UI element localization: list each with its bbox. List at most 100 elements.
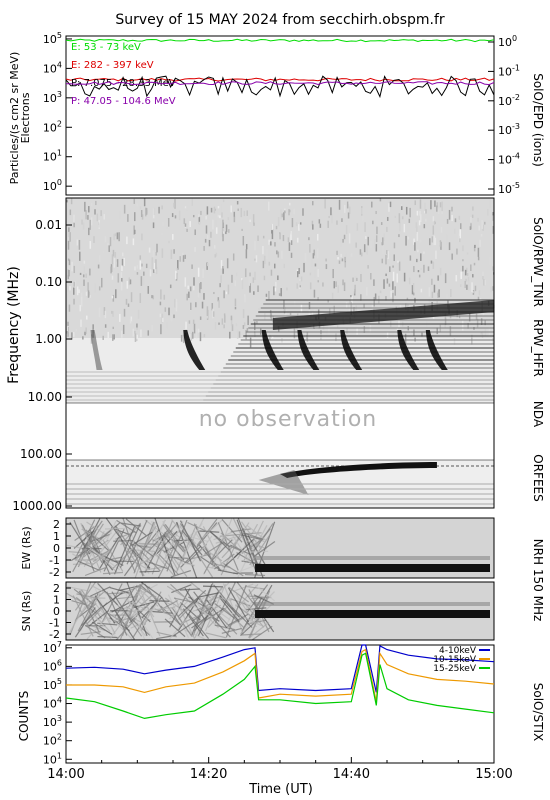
noise-pixel — [394, 286, 396, 296]
noise-pixel — [445, 234, 448, 245]
noise-pixel — [120, 272, 123, 282]
noise-pixel — [416, 231, 419, 241]
noise-pixel — [116, 259, 119, 267]
ew-streak — [98, 536, 120, 571]
noise-pixel — [481, 220, 483, 229]
noise-pixel — [425, 218, 427, 222]
noise-pixel — [462, 245, 464, 252]
noise-pixel — [200, 282, 202, 290]
sn-streak — [170, 583, 191, 604]
noise-pixel — [68, 227, 70, 232]
noise-pixel — [398, 261, 401, 271]
stix-ytick-label: 107 — [43, 640, 62, 655]
ew-streak — [204, 541, 225, 555]
noise-pixel — [288, 242, 291, 251]
noise-pixel — [151, 324, 153, 332]
noise-pixel — [242, 235, 245, 246]
noise-pixel — [121, 252, 124, 257]
sn-streak — [139, 598, 161, 632]
noise-pixel — [350, 253, 353, 257]
epd-ytick-label: 105 — [43, 31, 62, 46]
noise-pixel — [176, 268, 178, 275]
noise-pixel — [95, 200, 97, 206]
ew-streak — [202, 519, 224, 539]
noise-pixel — [162, 222, 164, 227]
noise-pixel — [492, 266, 494, 271]
noise-pixel — [208, 239, 211, 247]
noise-pixel — [206, 206, 209, 215]
ew-streak — [135, 549, 157, 553]
noise-pixel — [311, 258, 313, 268]
noise-pixel — [270, 241, 272, 246]
noise-pixel — [167, 217, 170, 227]
noise-pixel — [460, 223, 462, 230]
noise-pixel — [333, 305, 335, 314]
stix-ytick-label: 101 — [43, 751, 62, 766]
ew-streak — [131, 531, 153, 546]
noise-pixel — [104, 310, 107, 319]
noise-pixel — [234, 280, 237, 287]
sn-streak — [124, 599, 145, 610]
ew-streak — [248, 550, 269, 553]
noise-pixel — [480, 234, 483, 237]
noise-pixel — [401, 206, 403, 210]
radio-ytick-label: 100.00 — [20, 447, 62, 461]
noise-pixel — [297, 224, 300, 231]
orfees-burst — [280, 462, 437, 478]
noise-pixel — [449, 326, 452, 336]
noise-pixel — [288, 209, 290, 216]
noise-pixel — [373, 296, 375, 307]
noise-pixel — [111, 254, 114, 265]
epd-right-ytick-label: 100 — [498, 34, 517, 49]
sn-streak — [140, 581, 162, 598]
noise-pixel — [188, 320, 191, 324]
ew-streak — [230, 544, 251, 556]
noise-pixel — [462, 259, 464, 262]
noise-pixel — [140, 209, 143, 218]
type-iii-burst — [183, 330, 206, 370]
noise-pixel — [198, 214, 200, 218]
noise-pixel — [67, 269, 69, 276]
sn-streak — [130, 618, 151, 629]
noise-pixel — [114, 252, 117, 258]
noise-pixel — [270, 269, 273, 276]
noise-pixel — [448, 209, 451, 220]
noise-pixel — [121, 265, 123, 272]
noise-pixel — [114, 233, 117, 237]
sn-streak — [160, 605, 182, 626]
noise-pixel — [423, 251, 425, 254]
noise-pixel — [275, 281, 277, 287]
noise-pixel — [431, 278, 433, 285]
noise-pixel — [408, 218, 411, 223]
noise-pixel — [197, 328, 200, 333]
noise-pixel — [192, 319, 195, 325]
ew-streak — [176, 521, 198, 579]
sn-streak — [120, 585, 141, 595]
noise-pixel — [175, 301, 178, 312]
noise-pixel — [214, 322, 217, 330]
noise-pixel — [492, 333, 494, 344]
noise-pixel — [248, 275, 251, 286]
noise-pixel — [468, 313, 471, 322]
x-axis-label: Time (UT) — [248, 782, 313, 797]
ew-streak — [86, 521, 107, 536]
sn-ytick-label: 1 — [53, 594, 60, 607]
ew-streak — [78, 560, 99, 571]
noise-pixel — [206, 262, 208, 270]
noise-pixel — [99, 255, 101, 262]
noise-pixel — [220, 260, 223, 269]
sn-streak — [169, 588, 191, 628]
noise-pixel — [132, 328, 135, 337]
noise-pixel — [345, 302, 348, 309]
noise-pixel — [280, 209, 282, 219]
noise-pixel — [173, 249, 175, 254]
radio-ytick-label: 0.01 — [35, 218, 62, 232]
noise-pixel — [134, 330, 136, 334]
noise-pixel — [112, 326, 115, 330]
sn-streak — [228, 586, 250, 603]
ew-streak — [243, 532, 264, 540]
noise-pixel — [202, 268, 204, 278]
noise-pixel — [143, 271, 145, 276]
ew-streak — [83, 535, 105, 558]
noise-pixel — [271, 229, 274, 240]
